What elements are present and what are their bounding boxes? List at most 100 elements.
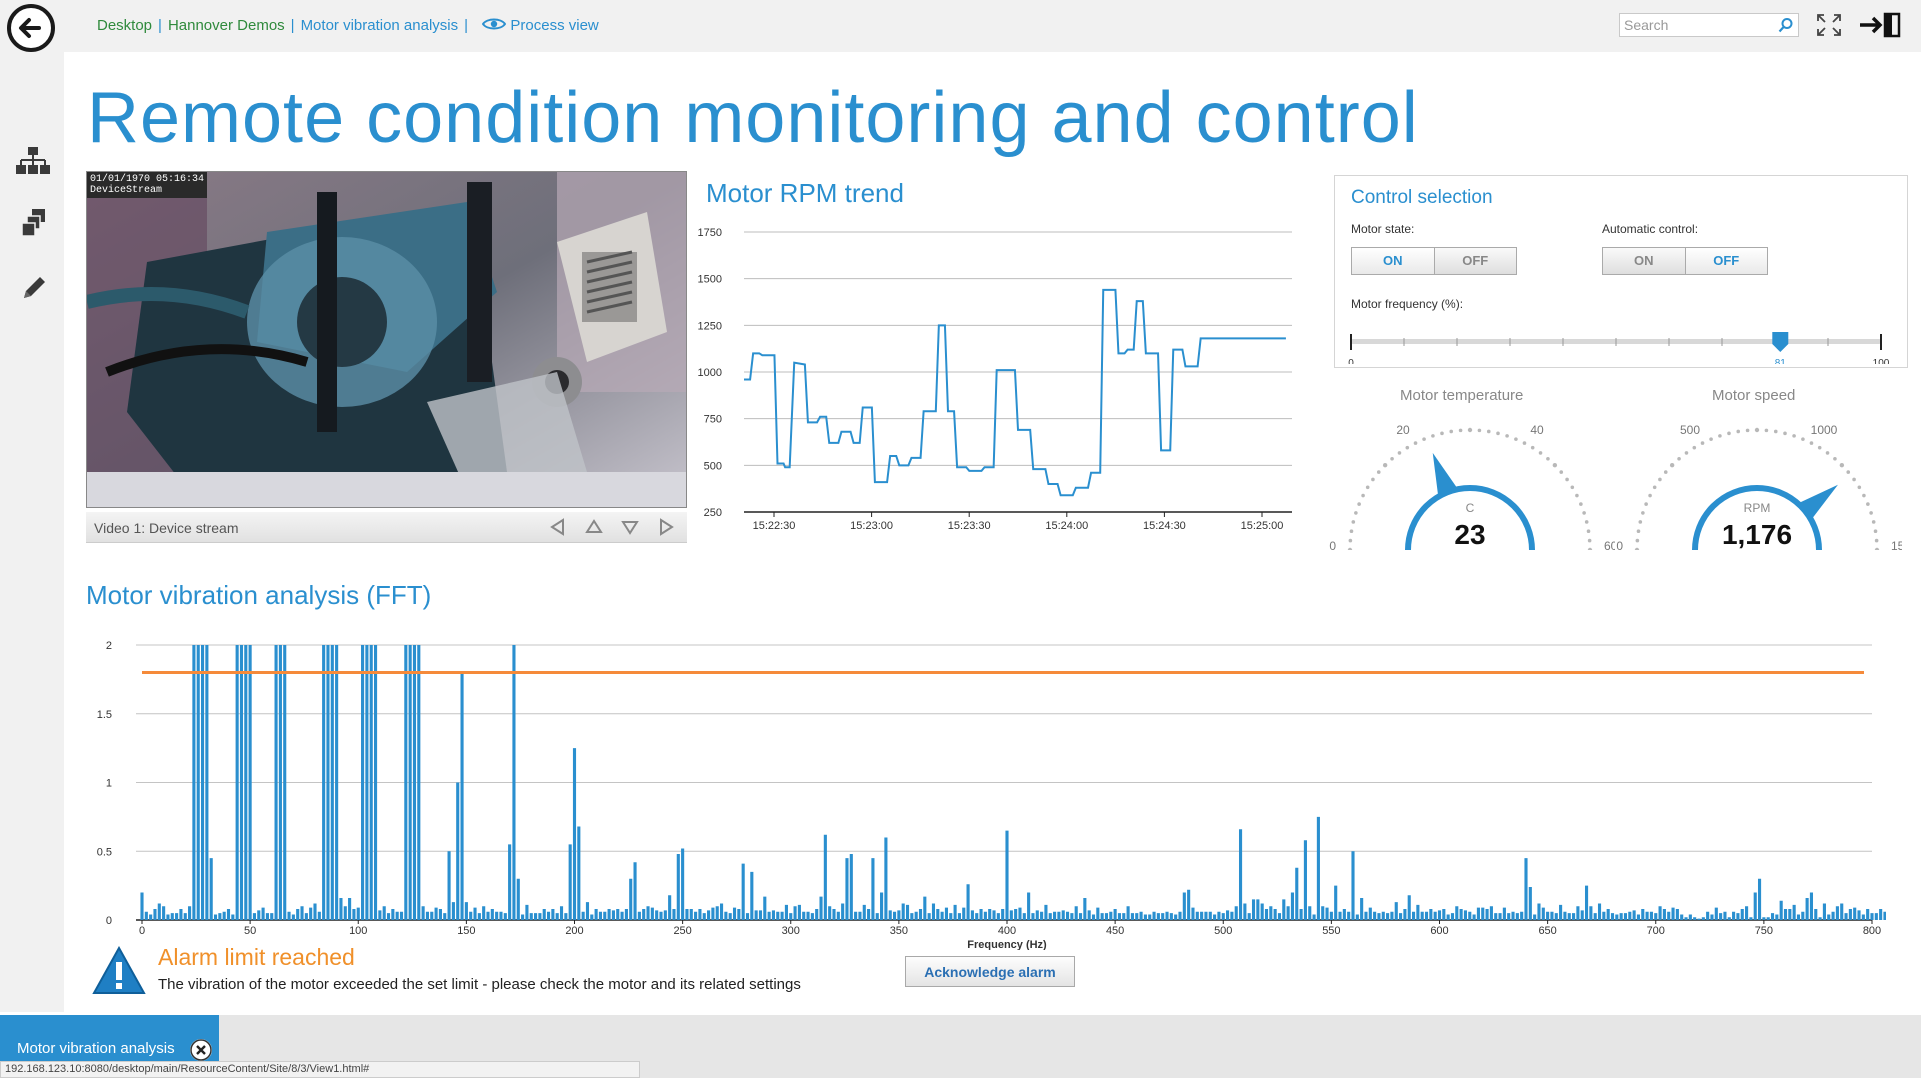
fft-bar	[590, 914, 594, 920]
breadcrumb-hannover-demos[interactable]: Hannover Demos	[167, 17, 285, 34]
fft-bar	[512, 645, 516, 920]
fft-bar	[386, 913, 391, 920]
temperature-gauge-scale-dot	[1586, 529, 1591, 534]
temperature-gauge-scale-dot	[1575, 493, 1579, 498]
arrow-right-icon[interactable]	[656, 517, 676, 537]
temperature-gauge-scale-dot	[1514, 437, 1518, 441]
arrow-left-icon[interactable]	[548, 517, 568, 537]
fft-bar	[1593, 913, 1597, 920]
speed-gauge-scale-dot	[1809, 441, 1814, 445]
fft-bar	[655, 910, 659, 920]
slider-value-label: 81	[1775, 358, 1787, 364]
fft-bar	[1476, 907, 1480, 920]
speed-gauge-tick-label: 0	[1616, 539, 1623, 550]
fft-bar	[1719, 913, 1723, 920]
arrow-up-icon[interactable]	[584, 517, 604, 537]
motor-state-off-button[interactable]: OFF	[1433, 248, 1517, 274]
temperature-gauge-scale-dot	[1458, 428, 1463, 433]
fft-bar	[944, 907, 949, 920]
fft-bar	[1174, 914, 1178, 920]
arrow-down-icon[interactable]	[620, 517, 640, 537]
slider-max-label: 100	[1873, 358, 1890, 364]
automatic-control-on-button[interactable]: ON	[1634, 253, 1654, 268]
fft-bar	[1489, 906, 1493, 920]
logout-icon[interactable]	[1858, 12, 1904, 38]
fft-bar	[585, 902, 590, 920]
fft-bar	[287, 911, 291, 920]
fft-bar	[616, 909, 620, 920]
fft-bar	[1014, 909, 1018, 920]
fft-bar	[1386, 913, 1390, 920]
hierarchy-icon[interactable]	[16, 146, 50, 176]
temperature-gauge-scale-dot	[1486, 429, 1491, 434]
speed-gauge-scale-dot	[1852, 477, 1856, 482]
fft-bar	[1835, 906, 1839, 920]
fft-bar	[1329, 911, 1333, 920]
rpm-x-tick-label: 15:22:30	[753, 520, 796, 532]
fft-bar	[1109, 911, 1113, 920]
back-button[interactable]	[7, 4, 55, 52]
fft-bar	[1411, 911, 1416, 920]
speed-gauge-scale-dot	[1641, 511, 1645, 515]
breadcrumb-desktop[interactable]: Desktop	[97, 17, 153, 34]
fft-bar	[451, 902, 455, 920]
acknowledge-alarm-button[interactable]: Acknowledge alarm	[905, 956, 1075, 987]
speed-gauge-scale-dot	[1636, 529, 1641, 534]
fft-bar	[793, 906, 797, 920]
motor-frequency-slider[interactable]: 0 81 100	[1335, 314, 1895, 364]
fft-y-tick-label: 0	[106, 915, 112, 927]
fft-bar	[689, 909, 693, 920]
fft-bar	[918, 909, 923, 920]
fft-bar	[1187, 889, 1191, 920]
task-tab-motor-vibration-analysis[interactable]: Motor vibration analysis	[0, 1015, 219, 1061]
close-tab-button[interactable]	[190, 1039, 212, 1061]
fft-bar	[348, 898, 352, 920]
fft-bar	[1597, 903, 1602, 920]
fft-bar	[226, 909, 231, 920]
fft-bar	[1879, 909, 1883, 920]
fft-bar	[1809, 892, 1814, 920]
stack-icon[interactable]	[20, 207, 48, 239]
pencil-icon[interactable]	[20, 274, 48, 302]
motor-state-on-button[interactable]: ON	[1352, 248, 1434, 274]
speed-gauge-scale-dot	[1658, 477, 1662, 482]
fft-bar	[339, 898, 343, 920]
fft-bar	[1576, 906, 1580, 920]
fullscreen-icon[interactable]	[1815, 12, 1843, 38]
video-stream[interactable]: 01/01/1970 05:16:34 DeviceStream	[86, 171, 687, 508]
search-input[interactable]	[1620, 14, 1778, 36]
speed-gauge-scale-dot	[1634, 547, 1640, 550]
process-view-link[interactable]: Process view	[482, 17, 599, 34]
speed-gauge-tick-label: 1000	[1811, 423, 1838, 437]
speed-gauge-scale-dot	[1638, 520, 1643, 524]
breadcrumb-motor-vibration-analysis[interactable]: Motor vibration analysis	[300, 17, 459, 34]
speed-gauge-scale-dot	[1709, 437, 1713, 441]
fft-bar	[469, 911, 473, 920]
fft-bar	[231, 914, 235, 920]
fft-bar	[1554, 913, 1558, 920]
fft-bar	[611, 910, 615, 920]
fft-bar	[1559, 904, 1563, 920]
fft-bar	[737, 909, 741, 920]
speed-gauge-scale-dot	[1764, 428, 1769, 433]
temperature-gauge-tick-label: 20	[1396, 423, 1410, 437]
speed-gauge-tick-label: 500	[1680, 423, 1700, 437]
fft-bar	[1433, 911, 1437, 920]
search-icon[interactable]	[1778, 17, 1794, 33]
fft-bar	[1632, 910, 1636, 920]
fft-bar	[875, 913, 879, 920]
page-title: Remote condition monitoring and control	[87, 78, 1419, 158]
fft-bar	[335, 645, 339, 920]
temperature-gauge-scale-dot	[1530, 445, 1535, 450]
temperature-gauge-unit: C	[1466, 501, 1475, 515]
fft-x-tick-label: 550	[1322, 925, 1340, 937]
fft-bar	[1844, 913, 1848, 920]
fft-bar	[304, 913, 308, 920]
automatic-control-off-button[interactable]: OFF	[1684, 248, 1767, 274]
fft-bar	[823, 834, 827, 920]
fft-bar	[711, 907, 715, 920]
control-selection-title: Control selection	[1351, 187, 1493, 208]
fft-bar	[1610, 913, 1615, 920]
fft-bar	[555, 913, 559, 920]
fft-bar	[365, 645, 369, 920]
